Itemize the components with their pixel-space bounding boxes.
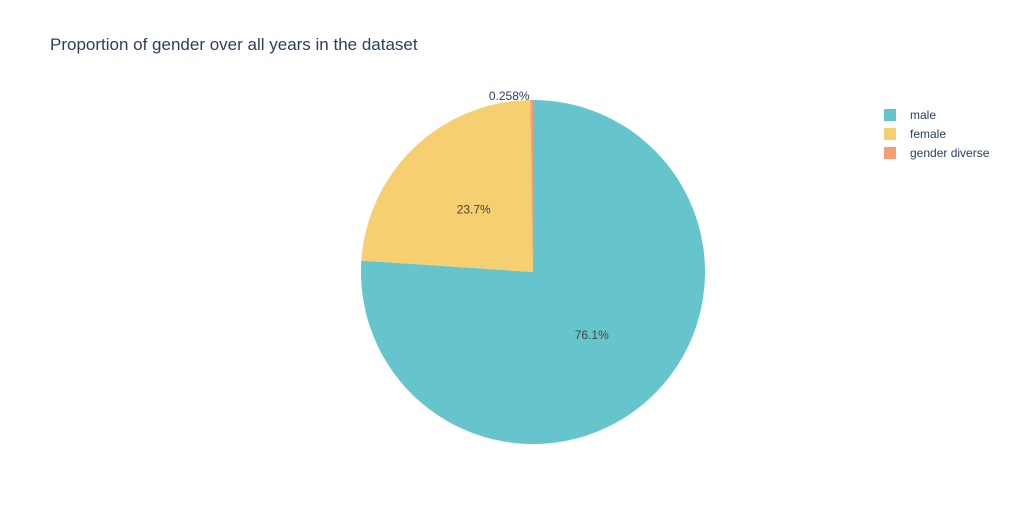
pie-slices — [361, 100, 705, 444]
legend-label-female: female — [910, 127, 946, 141]
slice-label-male: 76.1% — [575, 328, 609, 342]
legend-swatch-gender-diverse — [884, 147, 896, 159]
legend-swatch-male — [884, 109, 896, 121]
legend-label-male: male — [910, 108, 936, 122]
slice-labels: 76.1% 23.7% 0.258% — [457, 89, 609, 342]
legend-item-female[interactable]: female — [884, 127, 946, 141]
legend-item-gender-diverse[interactable]: gender diverse — [884, 146, 990, 160]
legend-item-male[interactable]: male — [884, 108, 936, 122]
slice-label-female: 23.7% — [457, 203, 491, 217]
pie-slice-gender-diverse[interactable] — [530, 100, 533, 272]
legend-label-gender-diverse: gender diverse — [910, 146, 990, 160]
legend-swatch-female — [884, 128, 896, 140]
legend: male female gender diverse — [884, 108, 990, 160]
pie-slice-female[interactable] — [361, 100, 533, 272]
chart-title: Proportion of gender over all years in t… — [50, 35, 418, 54]
slice-label-gender-diverse: 0.258% — [489, 89, 530, 103]
